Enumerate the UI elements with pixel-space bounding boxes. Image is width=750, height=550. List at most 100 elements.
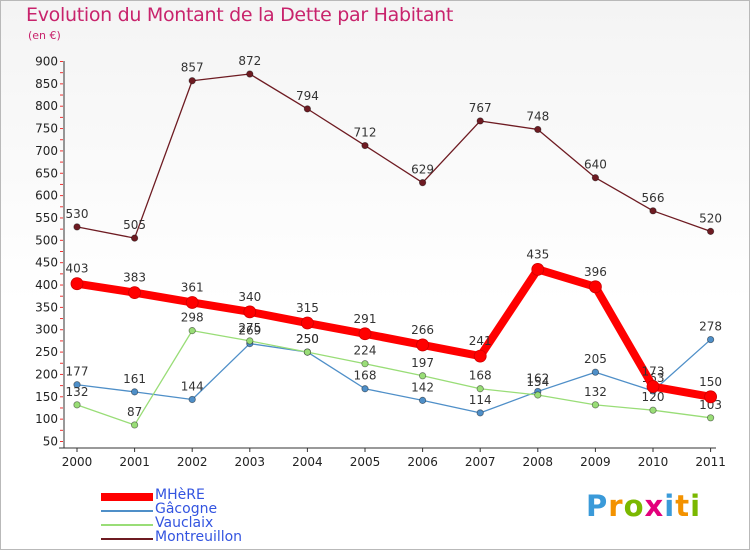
y-tick-label: 150 (35, 390, 58, 404)
data-label: 205 (584, 352, 607, 366)
data-point (246, 70, 254, 78)
logo-letter: x (644, 489, 665, 523)
data-label: 168 (469, 369, 492, 383)
x-tick-label: 2001 (119, 455, 150, 469)
x-tick-label: 2004 (292, 455, 323, 469)
data-label: 103 (699, 398, 722, 412)
x-tick-label: 2006 (407, 455, 438, 469)
y-axis-minor-ticks (60, 61, 63, 442)
y-tick-label: 700 (35, 144, 58, 158)
data-point (303, 348, 311, 356)
legend-swatch (101, 510, 153, 512)
data-label: 530 (66, 207, 89, 221)
y-tick-labels: 50 100 150 200 250 300 350 400 450 500 550 600 650 70… (35, 55, 58, 449)
x-tick-label: 2007 (465, 455, 496, 469)
y-tick-label: 900 (35, 55, 58, 69)
data-label: 298 (181, 311, 204, 325)
data-label: 629 (411, 163, 434, 177)
series-line (76, 329, 712, 426)
data-point (185, 296, 199, 309)
data-label: 132 (66, 385, 89, 399)
x-tick-label: 2003 (235, 455, 266, 469)
x-tick-label: 2005 (350, 455, 381, 469)
data-label: 177 (66, 365, 89, 379)
series-line (73, 265, 715, 401)
data-label: 640 (584, 158, 607, 172)
y-tick-label: 450 (35, 256, 58, 270)
series-mhère: 403 383 361 340 315 291 266 241 435 396 173 150 (66, 247, 722, 404)
data-label: 291 (354, 312, 377, 326)
data-label: 566 (642, 191, 665, 205)
data-label: 241 (469, 334, 492, 348)
data-point (476, 117, 484, 125)
logo-letter: P (586, 489, 609, 523)
y-tick-label: 250 (35, 345, 58, 359)
data-label: 857 (181, 61, 204, 75)
data-label: 520 (699, 211, 722, 225)
legend-label: Vauclaix (155, 515, 214, 531)
data-point (418, 179, 427, 187)
data-point (73, 401, 81, 409)
x-tick-label: 2008 (523, 455, 554, 469)
logo-letter: i (664, 489, 676, 523)
data-label: 872 (238, 54, 261, 68)
data-point (361, 385, 369, 393)
data-label: 173 (642, 365, 665, 379)
data-label: 278 (699, 320, 722, 334)
data-label: 403 (66, 262, 89, 276)
data-point (188, 77, 196, 85)
data-label: 383 (123, 271, 146, 285)
data-point (649, 207, 657, 215)
data-point (73, 223, 81, 231)
data-label: 361 (181, 280, 204, 294)
chart-title: Evolution du Montant de la Dette par Hab… (26, 4, 454, 26)
data-label: 150 (699, 375, 722, 389)
data-point (418, 396, 427, 404)
data-point (476, 385, 484, 393)
data-point (531, 262, 545, 276)
y-tick-label: 650 (35, 166, 58, 180)
data-label: 275 (238, 321, 261, 335)
data-point (361, 360, 369, 368)
data-point (131, 388, 139, 396)
x-tick-label: 2002 (177, 455, 208, 469)
data-label: 250 (296, 332, 319, 346)
data-label: 168 (354, 369, 377, 383)
data-label: 794 (296, 89, 319, 103)
x-tick-labels: 2000 2001 2002 2003 2004 2005 2006 2007 2008 2009… (62, 448, 726, 469)
data-label: 161 (123, 372, 146, 386)
y-tick-label: 100 (35, 412, 58, 426)
legend-swatch (101, 538, 153, 540)
data-point (476, 409, 484, 417)
data-point (361, 141, 369, 150)
y-tick-label: 350 (35, 300, 58, 314)
data-point (591, 174, 600, 182)
series-montreuillon: 530 505 857 872 794 712 629 767 748 640 566 520 (66, 54, 722, 242)
x-tick-label: 2000 (62, 455, 93, 469)
data-label: 712 (354, 126, 377, 140)
series-line (76, 73, 712, 239)
data-label: 87 (127, 405, 142, 419)
data-point (358, 327, 372, 341)
y-tick-label: 200 (35, 367, 58, 381)
logo-letter: r (608, 489, 624, 523)
y-tick-label: 850 (35, 77, 58, 91)
data-label: 224 (354, 344, 377, 358)
data-point (246, 337, 254, 345)
data-point (188, 395, 196, 404)
legend-label: Montreuillon (155, 529, 243, 545)
data-point (303, 105, 311, 113)
data-point (416, 338, 430, 352)
data-label: 505 (123, 218, 146, 232)
logo-letter: o (623, 489, 645, 523)
data-label: 767 (469, 101, 492, 115)
data-point (591, 401, 600, 409)
data-point (589, 280, 602, 294)
data-label: 144 (181, 379, 204, 393)
data-point (243, 305, 257, 319)
logo-letter: i (690, 489, 702, 523)
x-tick-label: 2011 (695, 455, 726, 469)
